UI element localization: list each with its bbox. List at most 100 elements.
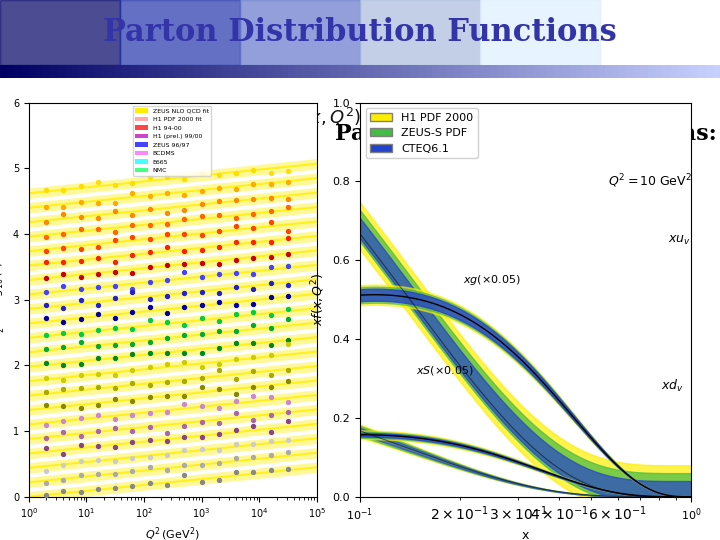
Point	[196, 445, 207, 454]
Point	[144, 462, 156, 471]
Point	[230, 269, 242, 278]
Point	[230, 196, 242, 205]
Point	[213, 243, 225, 252]
Point	[161, 334, 173, 342]
Point	[75, 383, 86, 392]
Text: $Q^2 = 10\;\mathrm{GeV}^2$: $Q^2 = 10\;\mathrm{GeV}^2$	[608, 173, 692, 190]
Text: Parton model:: Parton model:	[36, 123, 212, 145]
Point	[230, 375, 242, 383]
Point	[265, 393, 276, 401]
Point	[265, 238, 276, 246]
Point	[58, 269, 69, 278]
Bar	[554, 65, 562, 78]
Point	[179, 205, 190, 214]
Point	[248, 307, 259, 316]
Point	[40, 257, 52, 266]
Point	[282, 195, 294, 204]
Bar	[461, 65, 468, 78]
Point	[213, 344, 225, 353]
Point	[248, 321, 259, 330]
Point	[230, 283, 242, 292]
Point	[265, 428, 276, 436]
Bar	[598, 65, 605, 78]
Point	[196, 382, 207, 391]
Bar	[302, 65, 310, 78]
Bar	[389, 65, 396, 78]
Point	[109, 181, 121, 190]
Text: $xd_v$: $xd_v$	[662, 379, 684, 395]
Point	[179, 288, 190, 297]
Point	[161, 392, 173, 400]
Point	[248, 195, 259, 204]
Point	[109, 395, 121, 404]
Bar	[7, 65, 14, 78]
Point	[196, 461, 207, 469]
Bar	[590, 65, 598, 78]
Point	[282, 335, 294, 344]
Point	[109, 228, 121, 237]
Point	[40, 313, 52, 322]
Point	[196, 433, 207, 441]
Point	[265, 350, 276, 359]
Point	[144, 234, 156, 243]
Point	[40, 467, 52, 476]
Point	[196, 246, 207, 254]
Point	[179, 376, 190, 385]
Bar	[533, 65, 540, 78]
Point	[144, 262, 156, 271]
Point	[230, 339, 242, 348]
Point	[248, 253, 259, 262]
Point	[248, 415, 259, 424]
Point	[144, 303, 156, 312]
Point	[213, 404, 225, 413]
Point	[213, 211, 225, 219]
Bar	[662, 65, 670, 78]
Point	[92, 326, 104, 334]
Bar	[310, 65, 317, 78]
Bar	[480, 0, 600, 65]
Bar	[43, 65, 50, 78]
Point	[179, 302, 190, 311]
Point	[282, 408, 294, 416]
Point	[213, 429, 225, 438]
Text: Parton Distribution Functions: Parton Distribution Functions	[103, 17, 617, 48]
Point	[58, 318, 69, 326]
Bar	[29, 65, 36, 78]
Bar	[223, 65, 230, 78]
Point	[144, 278, 156, 286]
Point	[58, 303, 69, 312]
Point	[161, 408, 173, 416]
Point	[230, 169, 242, 178]
Point	[92, 341, 104, 350]
Point	[196, 187, 207, 195]
Point	[109, 313, 121, 322]
Point	[213, 446, 225, 455]
Point	[92, 301, 104, 310]
Bar	[626, 65, 634, 78]
Point	[213, 171, 225, 179]
Bar	[641, 65, 648, 78]
Bar	[72, 65, 79, 78]
Point	[179, 321, 190, 329]
Point	[282, 261, 294, 270]
Point	[196, 212, 207, 220]
Point	[40, 434, 52, 443]
Bar	[432, 65, 439, 78]
Point	[179, 331, 190, 340]
Point	[282, 203, 294, 212]
Point	[161, 230, 173, 239]
Point	[58, 402, 69, 411]
Bar	[706, 65, 713, 78]
Point	[282, 227, 294, 235]
Point	[248, 210, 259, 219]
Point	[144, 381, 156, 389]
Bar	[259, 65, 266, 78]
Bar	[331, 65, 338, 78]
Point	[58, 461, 69, 469]
Point	[265, 324, 276, 333]
Bar	[468, 65, 475, 78]
Point	[213, 226, 225, 235]
Bar	[526, 65, 533, 78]
Point	[40, 287, 52, 296]
Bar	[94, 65, 101, 78]
